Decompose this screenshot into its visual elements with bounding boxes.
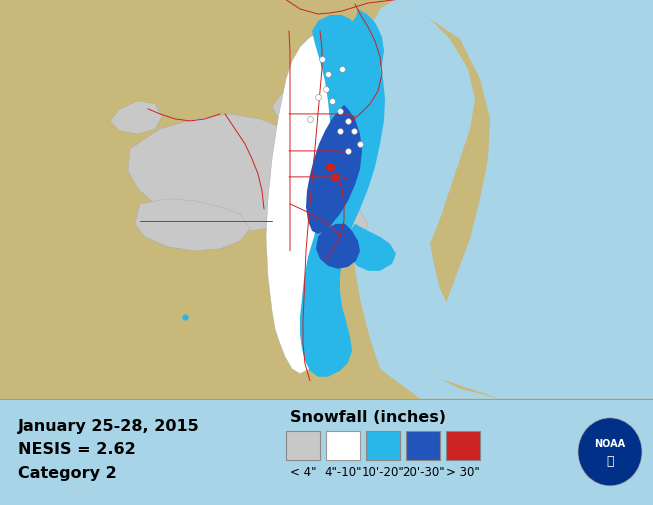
- Text: 10'-20": 10'-20": [362, 465, 404, 478]
- Point: [337, 66, 347, 74]
- Polygon shape: [316, 224, 360, 269]
- Text: 〜: 〜: [606, 454, 614, 467]
- Bar: [366, 431, 400, 461]
- Point: [326, 97, 337, 106]
- Polygon shape: [272, 82, 360, 132]
- Polygon shape: [395, 0, 653, 399]
- Polygon shape: [308, 199, 368, 247]
- Point: [180, 313, 190, 321]
- Text: Snowfall (inches): Snowfall (inches): [290, 410, 446, 425]
- Polygon shape: [266, 32, 354, 374]
- Point: [335, 128, 345, 136]
- Polygon shape: [110, 102, 162, 135]
- Polygon shape: [340, 10, 384, 85]
- Point: [325, 164, 335, 172]
- Polygon shape: [128, 115, 340, 231]
- Point: [323, 71, 333, 79]
- Text: NOAA: NOAA: [594, 438, 626, 448]
- Point: [321, 86, 331, 94]
- Point: [330, 174, 340, 182]
- Point: [343, 118, 353, 126]
- Text: < 4": < 4": [290, 465, 316, 478]
- Text: 4"-10": 4"-10": [325, 465, 362, 478]
- Point: [305, 116, 315, 124]
- Polygon shape: [300, 16, 385, 377]
- Text: > 30": > 30": [446, 465, 480, 478]
- Text: Category 2: Category 2: [18, 465, 117, 480]
- Circle shape: [578, 418, 642, 486]
- Polygon shape: [306, 106, 362, 234]
- Bar: [326, 431, 360, 461]
- Point: [335, 108, 345, 116]
- Text: 20'-30": 20'-30": [402, 465, 444, 478]
- Bar: [446, 431, 480, 461]
- Text: January 25-28, 2015: January 25-28, 2015: [18, 418, 200, 433]
- Point: [349, 128, 359, 136]
- Bar: [406, 431, 440, 461]
- Polygon shape: [348, 0, 500, 399]
- Point: [355, 140, 365, 148]
- Bar: [286, 431, 320, 461]
- Text: NESIS = 2.62: NESIS = 2.62: [18, 441, 136, 457]
- Point: [317, 56, 327, 64]
- Point: [343, 147, 353, 156]
- Polygon shape: [135, 199, 250, 251]
- Polygon shape: [348, 224, 396, 271]
- Point: [313, 94, 323, 102]
